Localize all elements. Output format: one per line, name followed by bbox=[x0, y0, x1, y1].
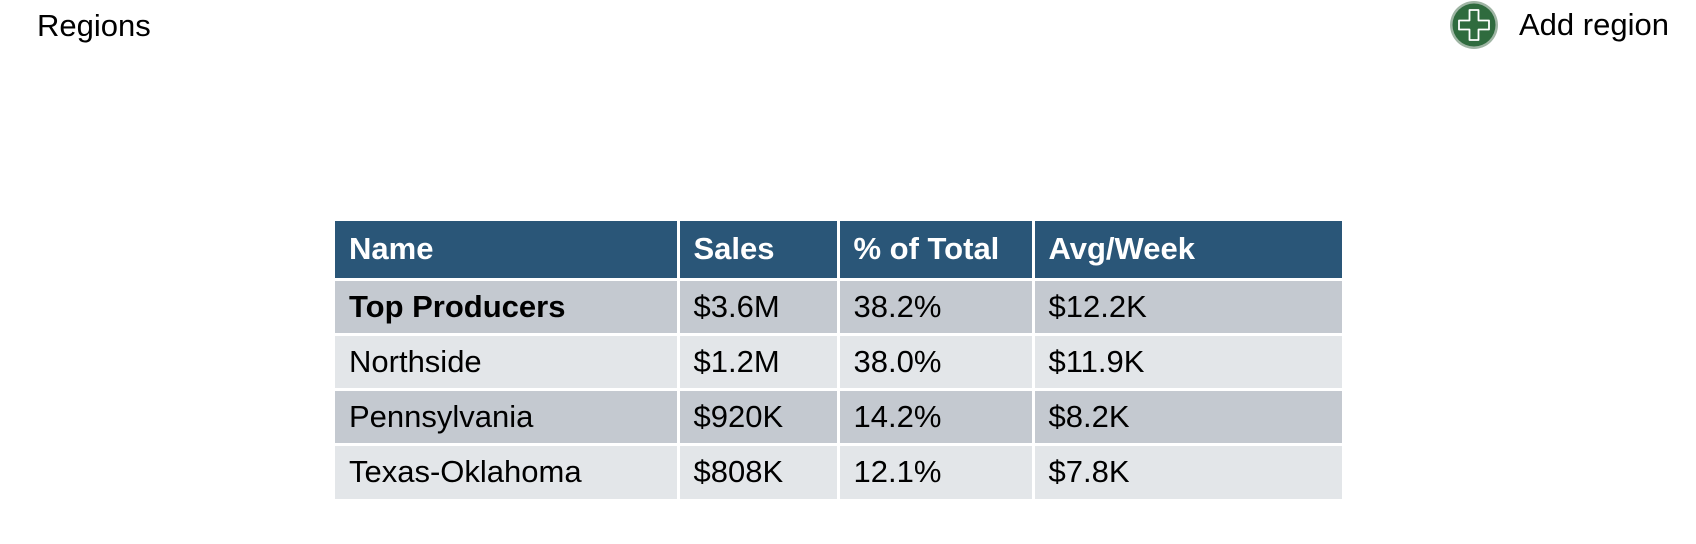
cell-name: Northside bbox=[335, 332, 678, 389]
column-header-name[interactable]: Name bbox=[335, 221, 678, 281]
cell-sales: $1.2M bbox=[676, 332, 838, 389]
column-header-sales[interactable]: Sales bbox=[676, 221, 838, 281]
regions-table: Name Sales % of Total Avg/Week Top Produ… bbox=[335, 221, 1342, 499]
column-header-pct-of-total[interactable]: % of Total bbox=[836, 221, 1033, 281]
cell-sales: $3.6M bbox=[676, 279, 838, 334]
add-region-button[interactable]: Add region bbox=[1449, 0, 1669, 50]
cell-avg-week: $11.9K bbox=[1031, 332, 1342, 389]
cell-name: Top Producers bbox=[335, 279, 678, 334]
cell-pct-of-total: 14.2% bbox=[836, 387, 1033, 444]
page-title: Regions bbox=[37, 8, 151, 43]
table-header-row: Name Sales % of Total Avg/Week bbox=[335, 221, 1342, 281]
table-row-texas-oklahoma[interactable]: Texas-Oklahoma $808K 12.1% $7.8K bbox=[335, 442, 1342, 499]
cell-pct-of-total: 38.0% bbox=[836, 332, 1033, 389]
cell-avg-week: $7.8K bbox=[1031, 442, 1342, 499]
cell-pct-of-total: 38.2% bbox=[836, 279, 1033, 334]
cell-avg-week: $12.2K bbox=[1031, 279, 1342, 334]
table-row-pennsylvania[interactable]: Pennsylvania $920K 14.2% $8.2K bbox=[335, 387, 1342, 444]
plus-circle-icon bbox=[1450, 1, 1498, 49]
plus-circle-fill bbox=[1452, 3, 1496, 47]
table-row-top-producers[interactable]: Top Producers $3.6M 38.2% $12.2K bbox=[335, 279, 1342, 334]
add-region-label: Add region bbox=[1519, 7, 1669, 42]
cell-avg-week: $8.2K bbox=[1031, 387, 1342, 444]
table-row-northside[interactable]: Northside $1.2M 38.0% $11.9K bbox=[335, 332, 1342, 389]
cell-sales: $920K bbox=[676, 387, 838, 444]
cell-pct-of-total: 12.1% bbox=[836, 442, 1033, 499]
cell-name: Pennsylvania bbox=[335, 387, 678, 444]
column-header-avg-week[interactable]: Avg/Week bbox=[1031, 221, 1342, 281]
cell-name: Texas-Oklahoma bbox=[335, 442, 678, 499]
cell-sales: $808K bbox=[676, 442, 838, 499]
plus-glyph bbox=[1458, 9, 1490, 41]
